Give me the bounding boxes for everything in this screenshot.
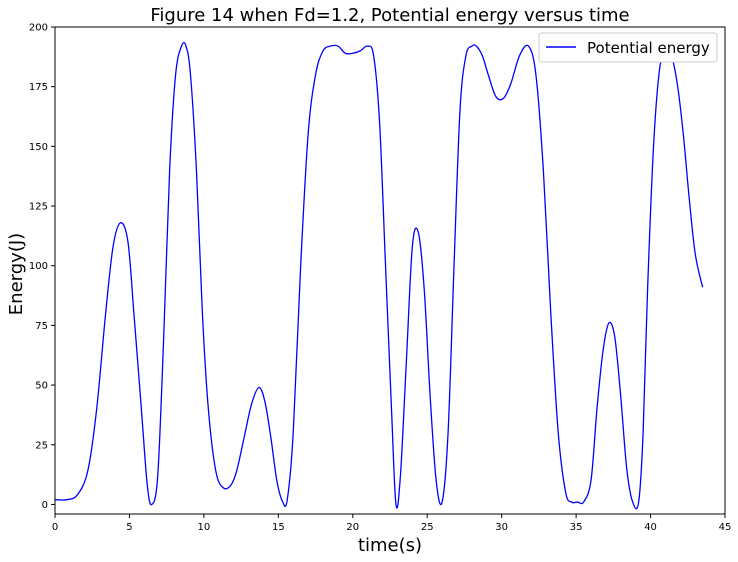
x-tick-label: 15	[272, 522, 285, 533]
x-tick-label: 25	[421, 522, 434, 533]
y-tick-label: 150	[29, 142, 48, 153]
chart-title: Figure 14 when Fd=1.2, Potential energy …	[150, 5, 629, 26]
y-tick-label: 175	[29, 82, 48, 93]
x-axis-label: time(s)	[358, 535, 422, 556]
x-tick-label: 10	[198, 522, 211, 533]
potential-energy-line	[54, 41, 704, 510]
legend: Potential energy	[538, 32, 718, 63]
x-axis-ticks: 0 5 10 15 20 25 30 35 40 45	[52, 514, 732, 533]
legend-box	[538, 32, 718, 63]
y-tick-label: 50	[35, 381, 48, 392]
plot-frame	[54, 26, 726, 515]
y-tick-label: 100	[29, 261, 48, 272]
x-tick-label: 5	[126, 522, 132, 533]
y-tick-label: 125	[29, 202, 48, 213]
y-tick-label: 25	[35, 440, 48, 451]
y-tick-label: 200	[29, 23, 48, 34]
x-tick-label: 45	[719, 522, 732, 533]
x-tick-label: 0	[52, 522, 58, 533]
x-tick-label: 40	[644, 522, 657, 533]
legend-label: Potential energy	[587, 39, 710, 57]
y-tick-label: 0	[42, 500, 48, 511]
x-tick-label: 20	[346, 522, 359, 533]
y-axis-ticks: 0 25 50 75 100 125 150 175 200	[29, 23, 55, 511]
x-tick-label: 30	[495, 522, 508, 533]
y-tick-label: 75	[35, 321, 48, 332]
y-axis-label: Energy(J)	[6, 233, 27, 315]
x-tick-label: 35	[570, 522, 583, 533]
